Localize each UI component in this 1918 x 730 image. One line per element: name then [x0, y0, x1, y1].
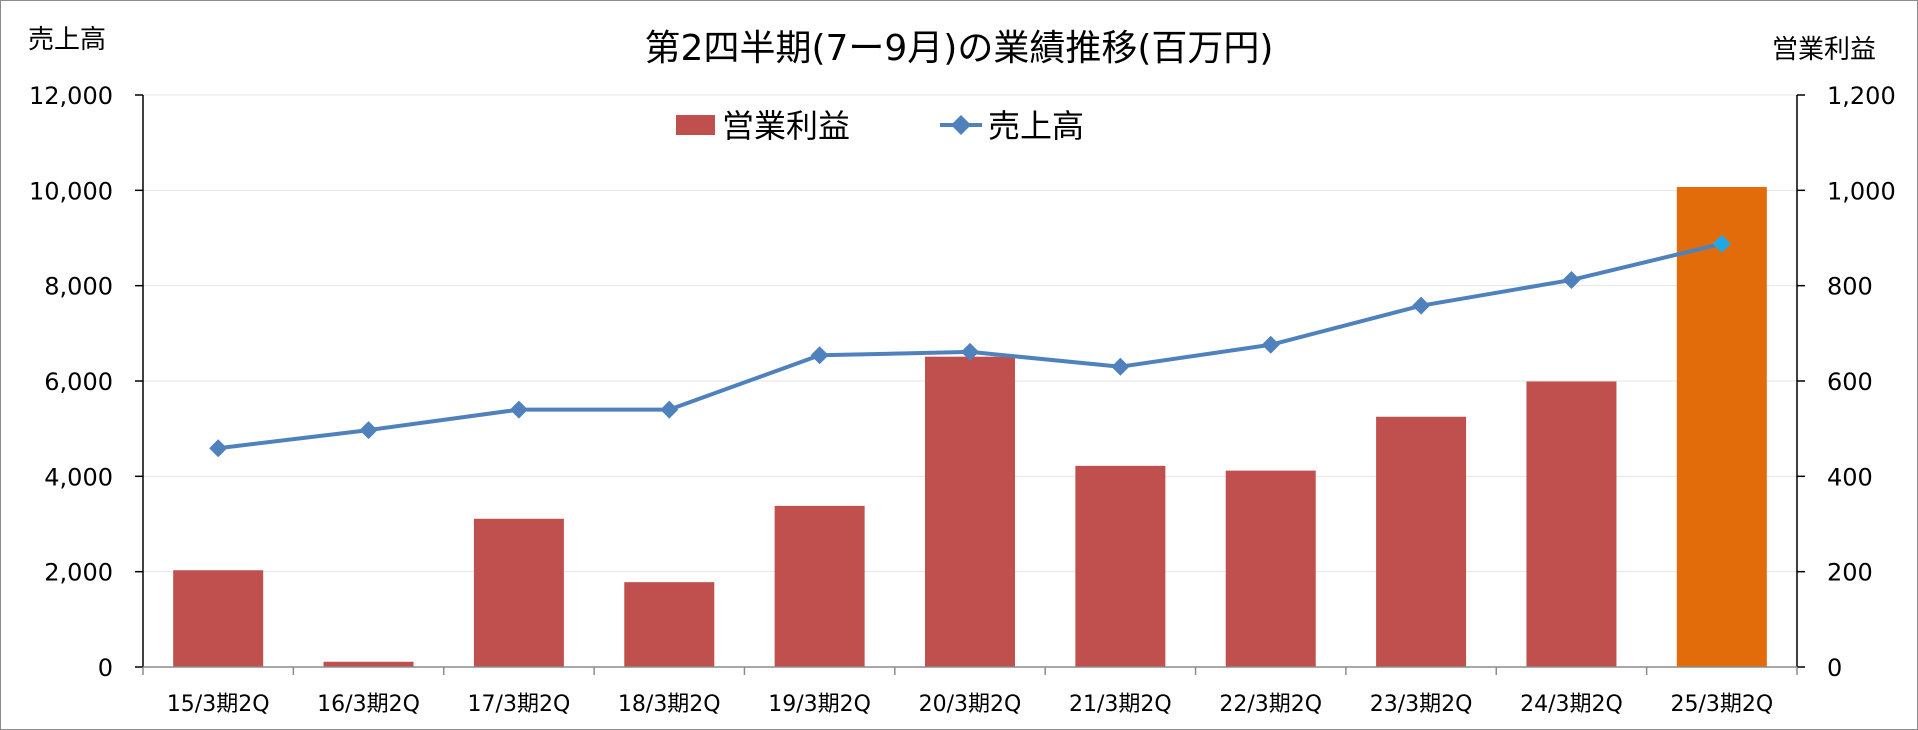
- chart-title: 第2四半期(7ー9月)の業績推移(百万円): [645, 28, 1274, 69]
- bar-24/3期2Q: [1526, 381, 1617, 667]
- bar-22/3期2Q: [1225, 470, 1316, 667]
- legend-line-label: 売上高: [988, 107, 1084, 145]
- bar-18/3期2Q: [624, 582, 715, 667]
- line-point-24/3期2Q: [1562, 270, 1581, 289]
- bar-series: [173, 186, 1767, 667]
- x-tick-label: 18/3期2Q: [618, 692, 721, 717]
- line-point-23/3期2Q: [1412, 296, 1431, 315]
- left-axis-title: 売上高: [28, 25, 106, 55]
- left-tick-label: 8,000: [44, 273, 113, 301]
- right-tick-label: 1,200: [1827, 82, 1896, 110]
- x-tick-label: 15/3期2Q: [167, 692, 270, 717]
- bar-16/3期2Q: [323, 661, 414, 667]
- bar-23/3期2Q: [1376, 416, 1467, 667]
- legend-line-marker: [951, 115, 971, 135]
- right-tick-label: 0: [1827, 654, 1842, 682]
- x-tick-label: 25/3期2Q: [1670, 692, 1773, 717]
- bar-25/3期2Q: [1676, 186, 1767, 667]
- right-tick-label: 800: [1827, 273, 1873, 301]
- legend-bar-label: 営業利益: [722, 107, 850, 145]
- right-tick-label: 1,000: [1827, 177, 1896, 205]
- right-tick-label: 400: [1827, 463, 1873, 491]
- x-tick-label: 19/3期2Q: [768, 692, 871, 717]
- line-point-16/3期2Q: [359, 421, 378, 440]
- bar-21/3期2Q: [1075, 465, 1166, 667]
- legend: 営業利益 売上高: [676, 107, 1084, 145]
- x-tick-label: 16/3期2Q: [317, 692, 420, 717]
- right-tick-label: 200: [1827, 559, 1873, 587]
- x-tick-label: 21/3期2Q: [1069, 692, 1172, 717]
- left-tick-label: 6,000: [44, 368, 113, 396]
- x-tick-label: 22/3期2Q: [1219, 692, 1322, 717]
- line-point-25/3期2Q: [1712, 234, 1731, 253]
- left-tick-label: 0: [98, 654, 113, 682]
- line-point-20/3期2Q: [961, 342, 979, 361]
- line-point-22/3期2Q: [1261, 335, 1280, 354]
- line-series: [209, 234, 1731, 458]
- line-point-17/3期2Q: [509, 400, 528, 419]
- bar-15/3期2Q: [173, 570, 264, 667]
- bar-20/3期2Q: [925, 356, 1015, 667]
- gridlines: [143, 94, 1797, 573]
- x-tick-label: 20/3期2Q: [919, 692, 1022, 717]
- axes: 0 2,000 4,000 6,000 8,000 10,000 12,000 0 200 400…: [29, 82, 1896, 717]
- x-tick-label: 24/3期2Q: [1520, 692, 1623, 717]
- line-point-15/3期2Q: [209, 439, 228, 458]
- left-tick-label: 2,000: [44, 559, 113, 587]
- line-point-21/3期2Q: [1111, 357, 1130, 376]
- left-tick-label: 10,000: [29, 177, 113, 205]
- x-tick-label: 17/3期2Q: [468, 692, 571, 717]
- right-axis-title: 営業利益: [1772, 35, 1876, 65]
- line-point-19/3期2Q: [810, 346, 829, 365]
- left-tick-label: 4,000: [44, 463, 113, 491]
- x-tick-label: 23/3期2Q: [1370, 692, 1473, 717]
- right-tick-label: 600: [1827, 368, 1873, 396]
- bar-17/3期2Q: [473, 518, 564, 667]
- line-point-18/3期2Q: [660, 400, 679, 419]
- legend-bar-swatch: [676, 115, 715, 135]
- bar-19/3期2Q: [774, 505, 865, 667]
- left-tick-label: 12,000: [29, 82, 113, 110]
